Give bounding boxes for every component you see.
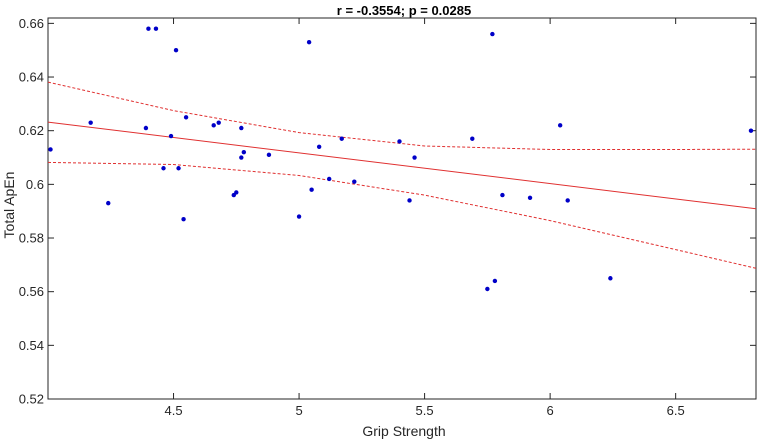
y-axis-label: Total ApEn bbox=[1, 172, 17, 239]
regression-line bbox=[47, 121, 757, 210]
y-tick-label: 0.62 bbox=[19, 123, 44, 138]
data-point bbox=[239, 125, 244, 131]
data-point bbox=[181, 217, 186, 222]
data-point bbox=[183, 115, 189, 120]
data-point bbox=[527, 195, 533, 200]
x-tick-label: 6.5 bbox=[667, 403, 685, 418]
x-tick-label: 6 bbox=[547, 403, 554, 418]
data-point bbox=[173, 47, 179, 53]
data-point bbox=[266, 152, 272, 158]
data-point bbox=[748, 128, 754, 133]
data-point bbox=[106, 200, 111, 206]
x-axis-label: Grip Strength bbox=[362, 423, 445, 439]
data-point bbox=[352, 179, 357, 184]
data-point bbox=[234, 190, 239, 195]
data-point bbox=[565, 198, 570, 203]
data-point bbox=[326, 176, 332, 182]
data-point bbox=[608, 276, 613, 281]
data-point bbox=[316, 144, 322, 149]
y-tick-label: 0.58 bbox=[19, 231, 44, 246]
data-point bbox=[407, 198, 412, 203]
data-point bbox=[153, 26, 159, 31]
data-point bbox=[168, 133, 174, 139]
data-point bbox=[306, 39, 312, 45]
y-tick-label: 0.64 bbox=[19, 70, 44, 85]
data-point bbox=[500, 192, 505, 198]
data-point bbox=[239, 155, 244, 160]
data-point bbox=[470, 136, 475, 141]
data-point bbox=[296, 214, 302, 219]
y-tick-label: 0.52 bbox=[19, 392, 44, 407]
y-tick-label: 0.56 bbox=[19, 284, 44, 299]
data-point bbox=[485, 286, 490, 292]
data-point bbox=[146, 26, 151, 31]
data-point bbox=[161, 166, 166, 171]
chart-title: r = -0.3554; p = 0.0285 bbox=[337, 3, 471, 18]
plot-frame bbox=[47, 17, 757, 400]
data-point bbox=[216, 120, 221, 125]
data-point bbox=[490, 31, 495, 37]
x-tick-label: 5 bbox=[295, 403, 302, 418]
y-tick-label: 0.66 bbox=[19, 16, 44, 31]
confidence-lower-line bbox=[47, 161, 757, 269]
data-point bbox=[48, 147, 53, 152]
data-point bbox=[241, 149, 247, 155]
data-point bbox=[492, 278, 498, 284]
data-point bbox=[412, 155, 417, 160]
data-point bbox=[88, 120, 93, 125]
data-point bbox=[143, 125, 149, 131]
data-point bbox=[176, 166, 181, 171]
data-point bbox=[557, 123, 563, 128]
x-tick-label: 4.5 bbox=[164, 403, 182, 418]
data-point bbox=[397, 139, 402, 144]
y-tick-label: 0.54 bbox=[19, 338, 44, 353]
data-point bbox=[339, 136, 344, 141]
confidence-upper-line bbox=[47, 81, 757, 150]
x-tick-label: 5.5 bbox=[416, 403, 434, 418]
plot-area: 4.5 5 5.5 6 6.5 0.52 0.54 0.56 0.58 0.6 0.62 0.64 0.… bbox=[19, 16, 757, 418]
data-point bbox=[309, 187, 314, 192]
y-tick-label: 0.6 bbox=[26, 177, 44, 192]
data-point bbox=[211, 123, 216, 128]
